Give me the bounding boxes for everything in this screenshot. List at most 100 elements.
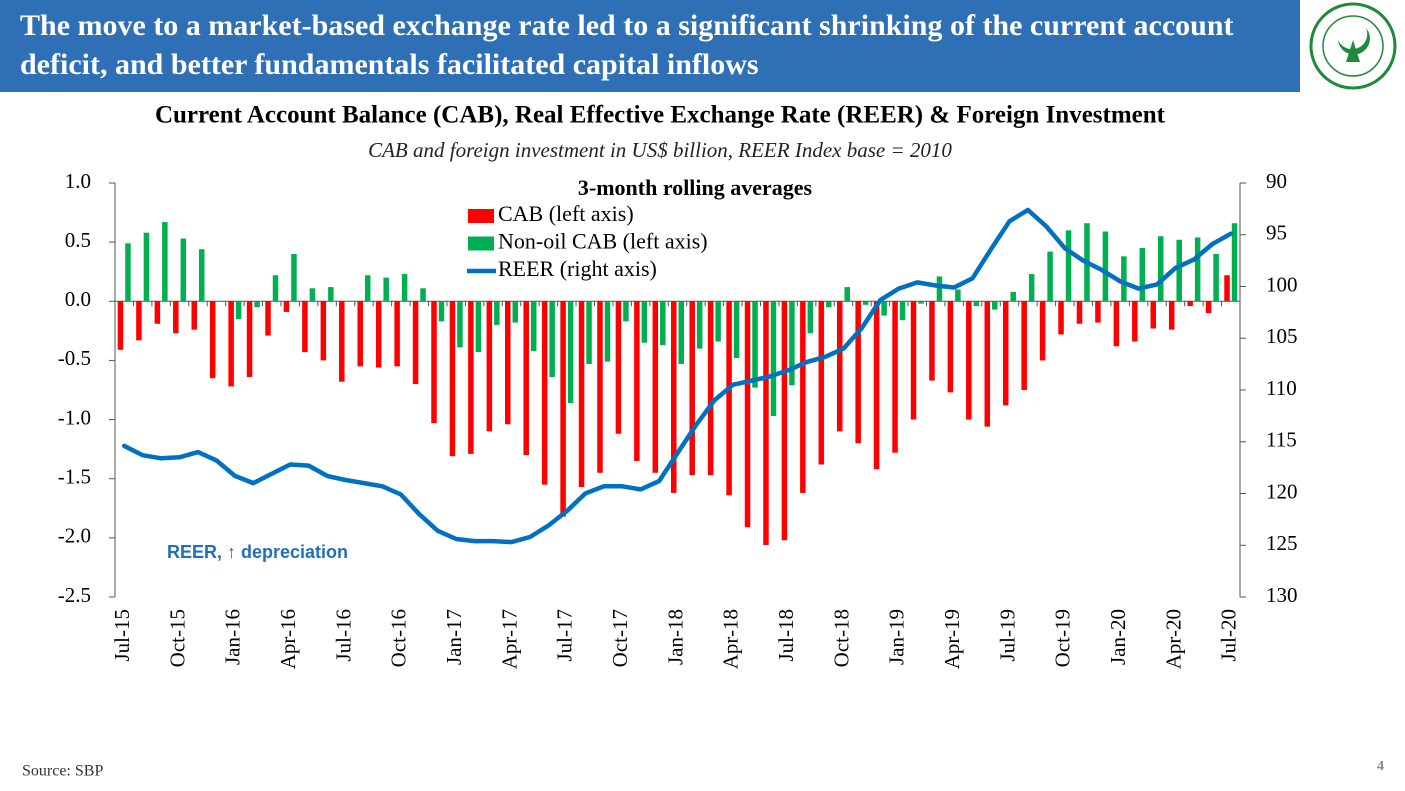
bar bbox=[836, 301, 843, 432]
legend-swatch bbox=[468, 236, 494, 251]
bar bbox=[844, 287, 850, 302]
y-tick-label: 0.0 bbox=[65, 287, 91, 311]
bar bbox=[973, 301, 980, 307]
bar bbox=[578, 301, 585, 487]
bar bbox=[1187, 301, 1193, 307]
x-tick-label: Jan-16 bbox=[221, 609, 245, 665]
bar bbox=[800, 301, 806, 493]
bar bbox=[283, 301, 290, 312]
bar bbox=[955, 289, 961, 302]
bar bbox=[652, 301, 659, 473]
y-tick-label: -1.0 bbox=[58, 405, 91, 429]
x-tick-label: Oct-17 bbox=[608, 609, 632, 667]
x-tick-label: Jul-19 bbox=[995, 609, 1019, 662]
bar bbox=[1021, 301, 1027, 390]
bar bbox=[992, 301, 998, 310]
header-band bbox=[0, 0, 1300, 92]
y2-tick-label: 125 bbox=[1266, 531, 1298, 555]
chart-title: Current Account Balance (CAB), Real Effe… bbox=[155, 102, 1166, 129]
bar bbox=[1168, 301, 1175, 330]
y-tick-label: 0.5 bbox=[65, 228, 91, 252]
x-tick-label: Apr-17 bbox=[497, 609, 521, 669]
bar bbox=[549, 301, 555, 377]
bar bbox=[826, 301, 832, 308]
bar bbox=[947, 301, 954, 393]
bar bbox=[235, 301, 242, 320]
bar bbox=[302, 301, 308, 353]
bar bbox=[357, 301, 363, 367]
bar bbox=[1176, 239, 1182, 302]
x-tick-label: Jan-19 bbox=[885, 609, 909, 665]
bar bbox=[468, 301, 474, 454]
bar bbox=[641, 301, 648, 343]
bar bbox=[449, 301, 456, 457]
bar bbox=[505, 301, 511, 425]
y-tick-label: -1.5 bbox=[58, 465, 91, 489]
bar bbox=[1224, 275, 1230, 302]
legend-label: REER (right axis) bbox=[498, 256, 657, 281]
bar bbox=[1150, 301, 1157, 329]
bar bbox=[1132, 301, 1138, 342]
bar bbox=[401, 274, 408, 302]
x-tick-label: Oct-16 bbox=[387, 609, 411, 667]
bar bbox=[209, 301, 216, 379]
bar bbox=[512, 301, 519, 323]
x-tick-label: Oct-18 bbox=[829, 609, 853, 667]
x-tick-label: Apr-16 bbox=[276, 609, 300, 669]
bar bbox=[671, 301, 677, 493]
x-tick-label: Jul-16 bbox=[331, 609, 355, 662]
bar bbox=[910, 301, 917, 420]
bar bbox=[744, 301, 751, 528]
bar bbox=[328, 287, 334, 302]
bar bbox=[789, 301, 795, 386]
bar bbox=[228, 301, 234, 387]
bar bbox=[752, 301, 758, 388]
bar bbox=[818, 301, 825, 465]
bar bbox=[1113, 301, 1120, 347]
bar bbox=[1213, 253, 1219, 302]
bar bbox=[173, 301, 179, 334]
bar bbox=[457, 301, 463, 348]
bar bbox=[733, 301, 740, 359]
bar bbox=[1039, 301, 1046, 361]
bar bbox=[726, 301, 732, 496]
chart-subtitle: CAB and foreign investment in US$ billio… bbox=[368, 138, 952, 162]
page-number: 4 bbox=[1377, 759, 1384, 774]
bar bbox=[523, 301, 529, 456]
bar bbox=[918, 301, 924, 304]
x-tick-label: Jan-17 bbox=[442, 609, 466, 665]
legend-label: CAB (left axis) bbox=[498, 201, 634, 226]
bar bbox=[420, 288, 426, 302]
y-tick-label: 1.0 bbox=[65, 169, 91, 193]
bar bbox=[623, 301, 629, 322]
x-tick-label: Jul-18 bbox=[774, 609, 798, 662]
x-tick-label: Apr-18 bbox=[719, 609, 743, 669]
bar bbox=[494, 301, 500, 325]
y2-tick-label: 90 bbox=[1266, 169, 1287, 193]
y2-tick-label: 95 bbox=[1266, 221, 1287, 245]
y2-tick-label: 100 bbox=[1266, 272, 1298, 296]
y2-tick-label: 110 bbox=[1266, 376, 1297, 400]
bar bbox=[191, 301, 197, 330]
bar bbox=[707, 301, 714, 476]
x-tick-label: Oct-19 bbox=[1051, 609, 1075, 667]
bar bbox=[541, 301, 548, 485]
bar bbox=[634, 301, 640, 461]
bar bbox=[154, 301, 161, 324]
bar bbox=[136, 301, 142, 341]
bar bbox=[117, 301, 124, 350]
bar bbox=[660, 301, 666, 346]
bar bbox=[1102, 231, 1109, 302]
bar bbox=[1028, 274, 1035, 302]
y-tick-label: -2.5 bbox=[58, 583, 91, 607]
bar bbox=[763, 301, 769, 545]
bar bbox=[1095, 301, 1101, 323]
bar bbox=[597, 301, 603, 473]
bar bbox=[383, 277, 389, 302]
x-tick-label: Apr-19 bbox=[940, 609, 964, 669]
bar bbox=[438, 301, 445, 322]
bar bbox=[198, 249, 205, 302]
y-tick-label: -2.0 bbox=[58, 524, 91, 548]
